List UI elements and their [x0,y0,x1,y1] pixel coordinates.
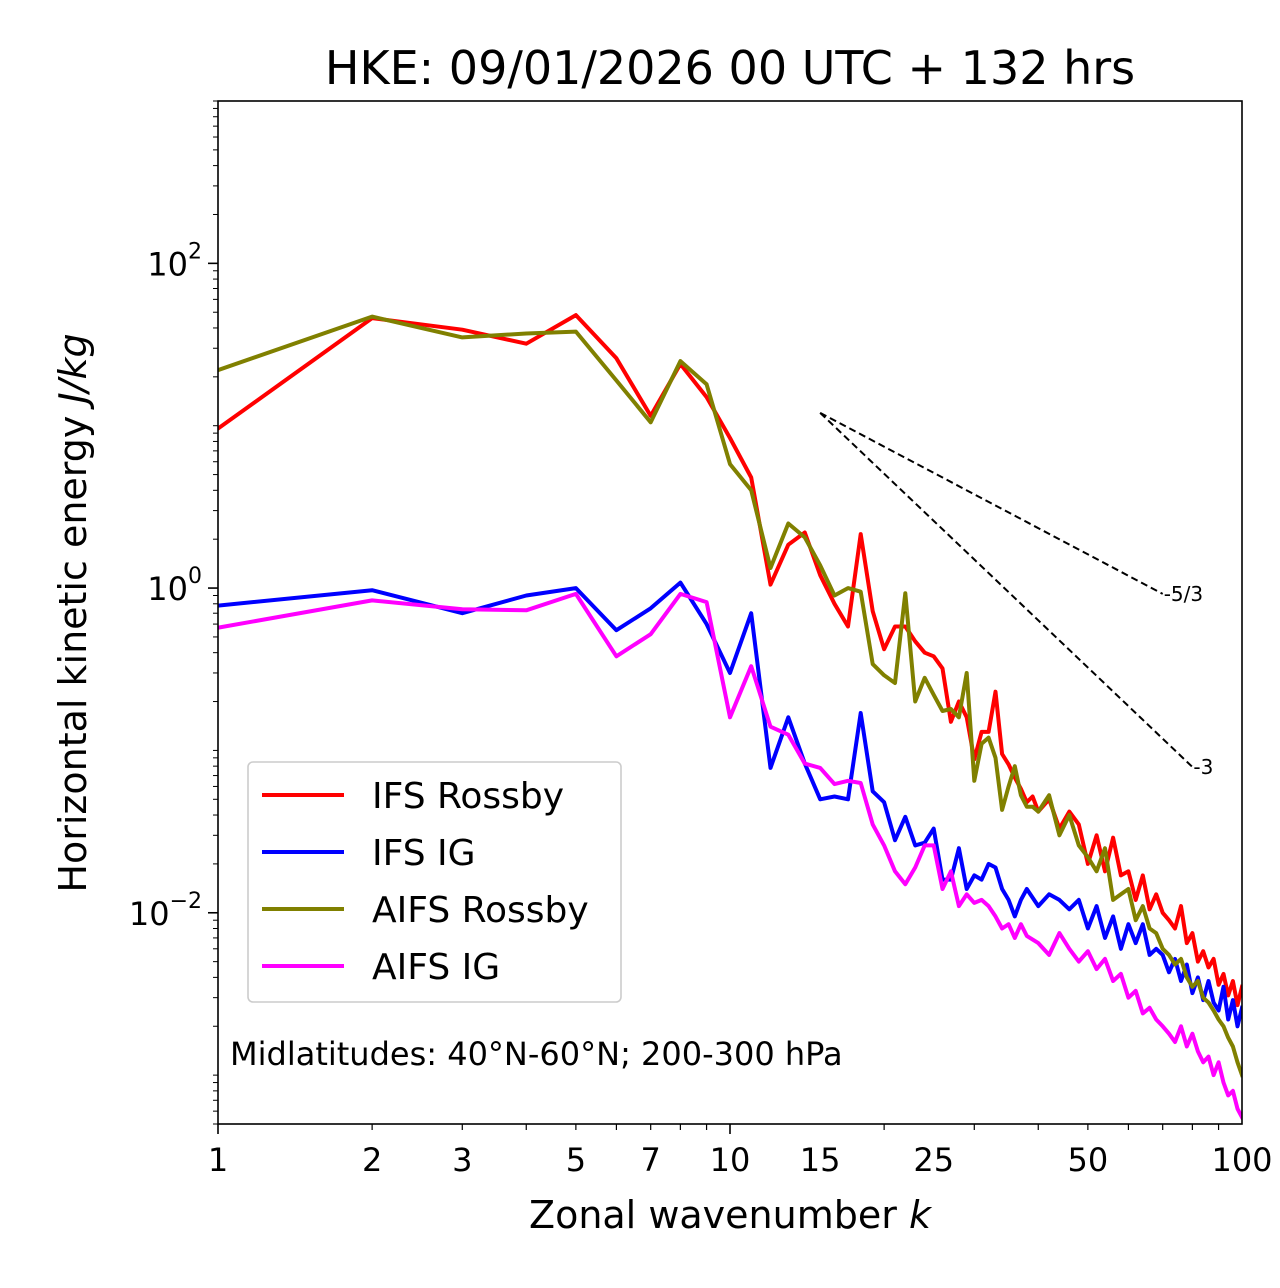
x-tick-label: 25 [913,1141,954,1179]
reference-slope-line [819,412,1194,768]
x-tick-label: 50 [1068,1141,1109,1179]
series-line-aifs-rossby [218,314,1242,1078]
reference-slopes: -5/3 -3 [819,411,1213,779]
x-axis-label: Zonal wavenumber k [529,1193,933,1237]
legend: IFS Rossby IFS IG AIFS Rossby AIFS IG [247,761,622,1003]
x-tick-label: 1 [208,1141,228,1179]
chart-title: HKE: 09/01/2026 00 UTC + 132 hrs [325,41,1135,95]
y-tick-label: 100 [147,564,202,608]
x-tick-label: 10 [710,1141,751,1179]
x-tick-label: 100 [1211,1141,1272,1179]
reference-slope-label: -5/3 [1164,582,1203,606]
y-axis-label: Horizontal kinetic energy J/kg [51,333,95,892]
x-tick-label: 5 [566,1141,586,1179]
legend-label: AIFS IG [372,947,500,988]
legend-label: AIFS Rossby [372,890,589,931]
legend-label: IFS IG [372,833,476,874]
x-axis-label-var: k [909,1193,933,1237]
y-tick-label: 102 [147,239,202,283]
x-tick-label: 3 [452,1141,472,1179]
series-lines [218,313,1242,1121]
x-tick-label: 2 [362,1141,382,1179]
y-tick-label: 10−2 [129,889,202,933]
reference-slope-line [819,411,1164,595]
y-axis-ticks: 10−2 100 102 [129,100,218,1125]
legend-label: IFS Rossby [372,776,564,817]
x-tick-label: 15 [800,1141,841,1179]
y-axis-label-units: J/kg [51,333,95,410]
legend-box [247,761,622,1003]
x-axis-label-text: Zonal wavenumber [529,1193,897,1237]
y-axis-label-text: Horizontal kinetic energy [51,416,95,893]
x-axis-ticks: 1 2 3 5 7 10 15 25 50 100 [208,1124,1273,1179]
series-line-aifs-ig [218,591,1242,1121]
region-annotation: Midlatitudes: 40°N-60°N; 200-300 hPa [230,1035,843,1073]
reference-slope-label: -3 [1193,755,1213,779]
x-tick-label: 7 [641,1141,661,1179]
